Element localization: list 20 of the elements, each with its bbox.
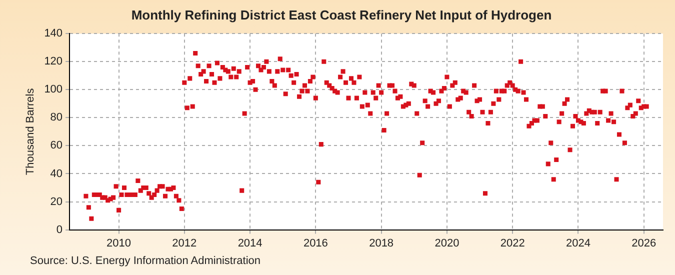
- y-tick-label: 100: [44, 84, 63, 96]
- x-tick-label: 2016: [303, 237, 328, 250]
- y-tick-label: 80: [50, 112, 63, 124]
- y-tick-label: 120: [44, 56, 63, 68]
- x-tick-label: 2024: [566, 237, 590, 250]
- x-tick-label: 2020: [434, 237, 460, 250]
- y-tick-label: 0: [56, 224, 63, 236]
- y-tick-label: 60: [50, 140, 63, 152]
- x-tick-label: 2026: [632, 237, 656, 250]
- y-axis-title: Thousand Barrels: [24, 88, 37, 176]
- x-tick-label: 2012: [172, 237, 197, 250]
- x-tick-label: 2022: [500, 237, 525, 250]
- y-tick-label: 140: [44, 28, 63, 40]
- x-tick-label: 2018: [369, 237, 394, 250]
- source-note: Source: U.S. Energy Information Administration: [30, 255, 260, 267]
- x-tick-label: 2014: [238, 237, 262, 250]
- chart-title: Monthly Refining District East Coast Refinery Net Input of Hydrogen: [131, 7, 552, 22]
- y-tick-label: 40: [50, 168, 63, 180]
- x-tick-label: 2010: [106, 237, 132, 250]
- y-tick-label: 20: [50, 196, 63, 208]
